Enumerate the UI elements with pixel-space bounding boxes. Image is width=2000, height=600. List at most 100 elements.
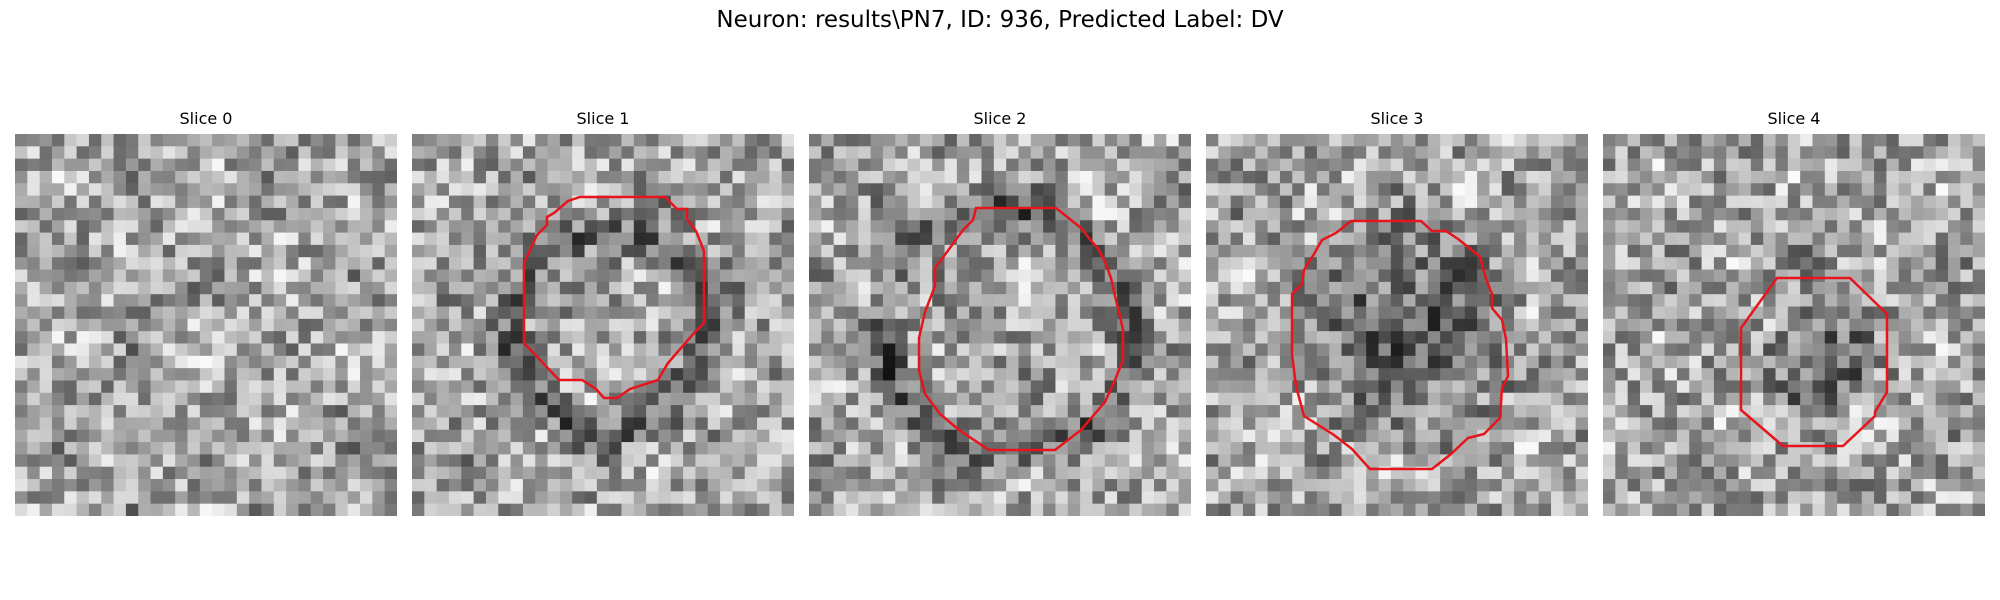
pixel <box>757 269 770 283</box>
pixel <box>1427 257 1441 271</box>
pixel <box>1043 503 1056 516</box>
pixel <box>1713 134 1727 147</box>
pixel <box>596 380 610 394</box>
pixel <box>1563 380 1577 394</box>
pixel <box>224 503 238 516</box>
pixel <box>1787 417 1801 431</box>
pixel <box>535 232 549 246</box>
pixel <box>683 479 696 492</box>
pixel <box>683 170 696 184</box>
pixel <box>175 392 189 406</box>
pixel <box>907 183 921 197</box>
pixel <box>1750 392 1764 406</box>
pixel <box>907 405 921 418</box>
pixel <box>51 183 65 197</box>
pixel <box>1750 429 1764 443</box>
pixel <box>1427 479 1441 492</box>
pixel <box>1452 294 1466 308</box>
pixel <box>895 442 909 455</box>
pixel <box>1911 318 1924 332</box>
pixel <box>162 158 176 172</box>
pixel <box>870 479 884 492</box>
pixel <box>1206 158 1219 172</box>
pixel <box>150 479 164 492</box>
pixel <box>1366 134 1380 147</box>
pixel <box>1713 380 1727 394</box>
pixel <box>572 454 586 468</box>
figure-title: Neuron: results\PN7, ID: 936, Predicted … <box>716 7 1284 33</box>
pixel <box>1464 355 1478 369</box>
pixel <box>162 294 176 308</box>
pixel <box>1104 207 1118 221</box>
pixel <box>125 269 139 283</box>
pixel <box>1874 281 1887 295</box>
pixel <box>1166 306 1180 320</box>
pixel <box>224 146 238 160</box>
pixel <box>101 195 115 209</box>
grayscale-pixels <box>1206 134 1588 516</box>
pixel <box>384 454 397 468</box>
pixel <box>424 454 438 468</box>
pixel <box>1627 257 1641 271</box>
pixel <box>510 454 524 468</box>
pixel <box>1701 503 1715 516</box>
pixel <box>633 207 647 221</box>
pixel <box>436 306 450 320</box>
pixel <box>1129 491 1143 505</box>
pixel <box>1206 405 1219 418</box>
pixel <box>199 466 213 480</box>
pixel <box>261 392 275 406</box>
pixel <box>1440 466 1453 480</box>
pixel <box>769 479 783 492</box>
pixel <box>833 405 847 418</box>
pixel <box>1514 491 1527 505</box>
pixel <box>64 466 78 480</box>
pixel <box>15 281 28 295</box>
pixel <box>1726 442 1740 455</box>
pixel <box>720 220 733 234</box>
pixel <box>101 392 115 406</box>
pixel <box>1713 146 1727 160</box>
pixel <box>781 294 794 308</box>
pixel <box>1403 257 1416 271</box>
pixel <box>646 158 659 172</box>
pixel <box>757 331 770 344</box>
pixel <box>15 466 28 480</box>
pixel <box>1923 195 1937 209</box>
pixel <box>1279 503 1293 516</box>
pixel <box>882 392 896 406</box>
pixel <box>1166 170 1180 184</box>
pixel <box>1452 158 1466 172</box>
pixel <box>1701 183 1715 197</box>
pixel <box>683 158 696 172</box>
pixel <box>1117 158 1130 172</box>
pixel <box>298 220 312 234</box>
pixel <box>1141 134 1155 147</box>
pixel <box>732 454 746 468</box>
pixel <box>424 294 438 308</box>
pixel <box>1304 294 1318 308</box>
pixel <box>1440 368 1453 381</box>
pixel <box>596 207 610 221</box>
pixel <box>335 281 349 295</box>
pixel <box>1861 343 1875 357</box>
pixel <box>372 405 386 418</box>
pixel <box>101 417 115 431</box>
pixel <box>1603 183 1616 197</box>
pixel <box>187 220 201 234</box>
pixel <box>1117 269 1130 283</box>
pixel <box>1551 491 1564 505</box>
pixel <box>1849 306 1863 320</box>
pixel <box>1129 479 1143 492</box>
pixel <box>1043 207 1056 221</box>
pixel <box>424 146 438 160</box>
pixel <box>1689 134 1703 147</box>
pixel <box>1837 479 1850 492</box>
pixel <box>1824 257 1838 271</box>
pixel <box>535 207 549 221</box>
pixel <box>1230 503 1244 516</box>
pixel <box>683 491 696 505</box>
pixel <box>572 220 586 234</box>
pixel <box>845 318 859 332</box>
pixel <box>1378 232 1392 246</box>
